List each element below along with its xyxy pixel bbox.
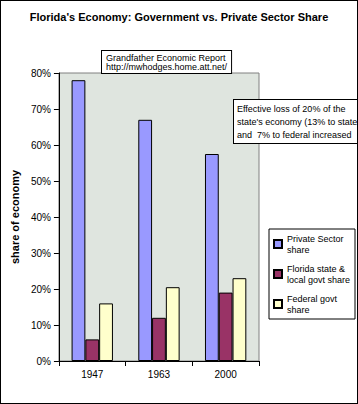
svg-text:80%: 80% — [31, 68, 51, 79]
svg-text:40%: 40% — [31, 212, 51, 223]
svg-text:Effective loss of 20% of the: Effective loss of 20% of the — [237, 104, 345, 114]
svg-text:local govt share: local govt share — [287, 275, 350, 285]
svg-text:Federal govt: Federal govt — [287, 294, 340, 304]
svg-text:state's economy (13% to state: state's economy (13% to state — [237, 117, 357, 127]
svg-text:2000: 2000 — [215, 369, 238, 380]
svg-text:Grandfather Economic Report: Grandfather Economic Report — [106, 52, 226, 63]
svg-text:Private Sector: Private Sector — [287, 234, 346, 244]
svg-text:60%: 60% — [31, 140, 51, 151]
svg-text:30%: 30% — [31, 248, 51, 259]
svg-text:1947: 1947 — [81, 369, 104, 380]
svg-text:share: share — [287, 245, 310, 255]
svg-text:20%: 20% — [31, 284, 51, 295]
svg-text:70%: 70% — [31, 104, 51, 115]
svg-text:share of economy: share of economy — [9, 169, 21, 264]
svg-text:and 7% to federal increased: and 7% to federal increased — [237, 130, 352, 140]
svg-text:Florida's Economy: Government: Florida's Economy: Government vs. Privat… — [30, 11, 329, 23]
svg-text:share: share — [287, 305, 310, 315]
svg-text:0%: 0% — [36, 356, 51, 367]
svg-text:1963: 1963 — [148, 369, 171, 380]
svg-text:10%: 10% — [31, 320, 51, 331]
svg-text:Florida state &: Florida state & — [287, 264, 348, 274]
svg-text:50%: 50% — [31, 176, 51, 187]
svg-text:http://mwhodges.home.att.net/: http://mwhodges.home.att.net/ — [106, 62, 228, 72]
